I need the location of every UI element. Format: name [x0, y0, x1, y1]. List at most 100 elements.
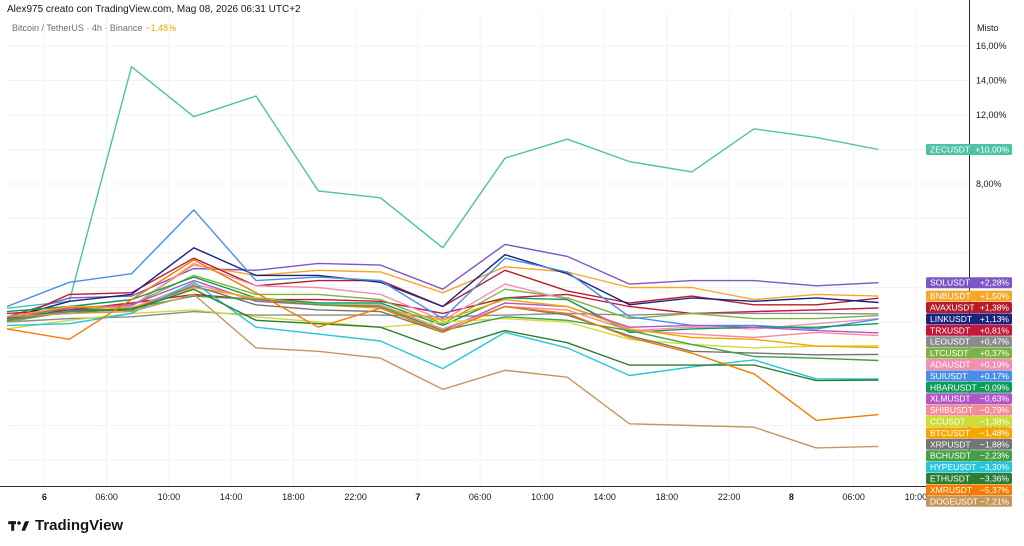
- series-label-value: −1,38%: [980, 417, 1010, 427]
- series-label-bchusdt[interactable]: BCHUSDT −2,23%: [926, 450, 1012, 462]
- series-label-value: +0,81%: [980, 325, 1010, 335]
- symbol-legend[interactable]: Bitcoin / TetherUS · 4h · Binance −1,48%: [12, 23, 176, 33]
- x-tick-label: 06:00: [469, 492, 492, 502]
- y-tick-label: 16,00%: [976, 41, 1007, 51]
- series-label-name: SHIBUSDT: [930, 405, 973, 415]
- x-tick-label: 18:00: [656, 492, 679, 502]
- series-label-shibusdt[interactable]: SHIBUSDT −0,79%: [926, 404, 1012, 416]
- series-label-avaxusdt[interactable]: AVAXUSDT +1,38%: [926, 302, 1012, 313]
- series-label-bnbusdt[interactable]: BNBUSDT +1,50%: [926, 290, 1012, 302]
- series-label-name: TRXUSDT: [930, 325, 970, 335]
- series-line-hbarusdt: [6, 276, 879, 334]
- x-tick-label: 10:00: [158, 492, 181, 502]
- series-label-bg: [926, 495, 1012, 507]
- series-label-adausdt[interactable]: ADAUSDT +0,19%: [926, 359, 1012, 370]
- x-tick-label: 7: [415, 492, 420, 502]
- series-label-linkusdt[interactable]: LINKUSDT +1,13%: [926, 313, 1012, 325]
- series-line-xmrusdt: [6, 259, 879, 421]
- series-label-hbarusdt[interactable]: HBARUSDT −0,09%: [926, 381, 1012, 393]
- series-label-value: −2,23%: [980, 451, 1010, 461]
- brand-name: TradingView: [35, 517, 124, 534]
- series-label-value: −0,63%: [980, 394, 1010, 404]
- series-label-name: XMRUSDT: [930, 485, 972, 495]
- series-label-bg: [926, 313, 1012, 325]
- series-label-bg: [926, 277, 1012, 289]
- series-label-bg: [926, 404, 1012, 416]
- series-label-ethusdt[interactable]: ETHUSDT −3,36%: [926, 473, 1012, 484]
- series-label-name: SUIUSDT: [930, 371, 967, 381]
- tradingview-logo[interactable]: TradingView: [8, 517, 123, 534]
- series-label-value: +1,38%: [980, 303, 1010, 313]
- series-label-bg: [926, 359, 1012, 370]
- series-label-value: −0,09%: [980, 382, 1010, 392]
- series-label-ccusdt[interactable]: CCUSDT −1,38%: [926, 416, 1012, 427]
- grid: [7, 12, 969, 486]
- series-label-bg: [926, 450, 1012, 462]
- series-label-value: −7,21%: [980, 496, 1010, 506]
- series-label-bg: [926, 416, 1012, 427]
- series-label-bg: [926, 438, 1012, 450]
- series-label-xmrusdt[interactable]: XMRUSDT −5,37%: [926, 484, 1012, 496]
- x-tick-label: 18:00: [282, 492, 305, 502]
- series-label-name: BTCUSDT: [930, 428, 970, 438]
- series-label-value: +0,37%: [980, 348, 1010, 358]
- series-label-xlmusdt[interactable]: XLMUSDT −0,63%: [926, 393, 1012, 405]
- x-tick-label: 14:00: [220, 492, 243, 502]
- series-line-leousdt: [6, 310, 879, 323]
- series-label-leousdt[interactable]: LEOUSDT +0,47%: [926, 336, 1012, 348]
- series-label-dogeusdt[interactable]: DOGEUSDT −7,21%: [926, 495, 1012, 507]
- symbol-change: −1,48%: [145, 23, 177, 33]
- series-label-name: BCHUSDT: [930, 451, 971, 461]
- series-label-solusdt[interactable]: SOLUSDT +2,28%: [926, 277, 1012, 289]
- series-label-value: +10,00%: [975, 145, 1009, 155]
- x-axis-ticks: 6 06:00 10:00 14:00 18:00 22:00 7 06:00 10:00 14:…: [42, 492, 927, 502]
- series-label-name: SOLUSDT: [930, 278, 970, 288]
- series-label-suiusdt[interactable]: SUIUSDT +0,17%: [926, 370, 1012, 382]
- series-label-value: −3,30%: [980, 462, 1010, 472]
- series-label-name: LEOUSDT: [930, 337, 970, 347]
- symbol-title: Bitcoin / TetherUS · 4h · Binance: [12, 23, 143, 33]
- y-tick-label: 12,00%: [976, 110, 1007, 120]
- series-label-bg: [926, 381, 1012, 393]
- series-label-zecusdt[interactable]: ZECUSDT +10,00%: [926, 144, 1012, 155]
- series-line-bchusdt: [6, 295, 879, 362]
- series-label-name: XLMUSDT: [930, 394, 971, 404]
- series-label-xrpusdt[interactable]: XRPUSDT −1,88%: [926, 438, 1012, 450]
- series-label-bg: [926, 324, 1012, 336]
- series-line-ethusdt: [6, 288, 879, 382]
- series-label-bg: [926, 393, 1012, 405]
- series-label-name: ETHUSDT: [930, 474, 970, 484]
- tradingview-logo-icon: [8, 520, 30, 531]
- series-label-bg: [926, 473, 1012, 484]
- series-label-btcusdt[interactable]: BTCUSDT −1,48%: [926, 427, 1012, 439]
- series-label-name: CCUSDT: [930, 417, 965, 427]
- series-label-value: +0,19%: [980, 360, 1010, 370]
- series-label-value: −1,88%: [980, 439, 1010, 449]
- series-label-name: LTCUSDT: [930, 348, 969, 358]
- x-tick-label: 14:00: [593, 492, 616, 502]
- scale-mode-label[interactable]: Misto: [977, 23, 999, 33]
- x-tick-label: 6: [42, 492, 47, 502]
- series-line-suiusdt: [6, 209, 879, 330]
- series-line-dogeusdt: [6, 293, 879, 449]
- series-label-value: −1,48%: [980, 428, 1010, 438]
- x-tick-label: 22:00: [344, 492, 367, 502]
- y-tick-label: 8,00%: [976, 179, 1002, 189]
- series-label-name: HBARUSDT: [930, 382, 977, 392]
- series-label-hypeusdt[interactable]: HYPEUSDT −3,30%: [926, 461, 1012, 473]
- series-label-name: DOGEUSDT: [930, 496, 978, 506]
- series-label-name: BNBUSDT: [930, 291, 971, 301]
- series-label-value: +1,50%: [980, 291, 1010, 301]
- series-label-value: −3,36%: [980, 474, 1010, 484]
- series-label-name: ZECUSDT: [930, 145, 970, 155]
- series-line-linkusdt: [6, 247, 879, 320]
- x-tick-label: 06:00: [95, 492, 118, 502]
- series-labels: ZECUSDT +10,00% SOLUSDT +2,28% BNBUSDT +1,50%…: [926, 144, 1012, 507]
- x-tick-label: 10:00: [531, 492, 554, 502]
- series-label-trxusdt[interactable]: TRXUSDT +0,81%: [926, 324, 1012, 336]
- series-label-value: +2,28%: [980, 278, 1010, 288]
- series-label-ltcusdt[interactable]: LTCUSDT +0,37%: [926, 347, 1012, 359]
- series-line-ccusdt: [6, 309, 879, 349]
- series-label-name: HYPEUSDT: [930, 462, 976, 472]
